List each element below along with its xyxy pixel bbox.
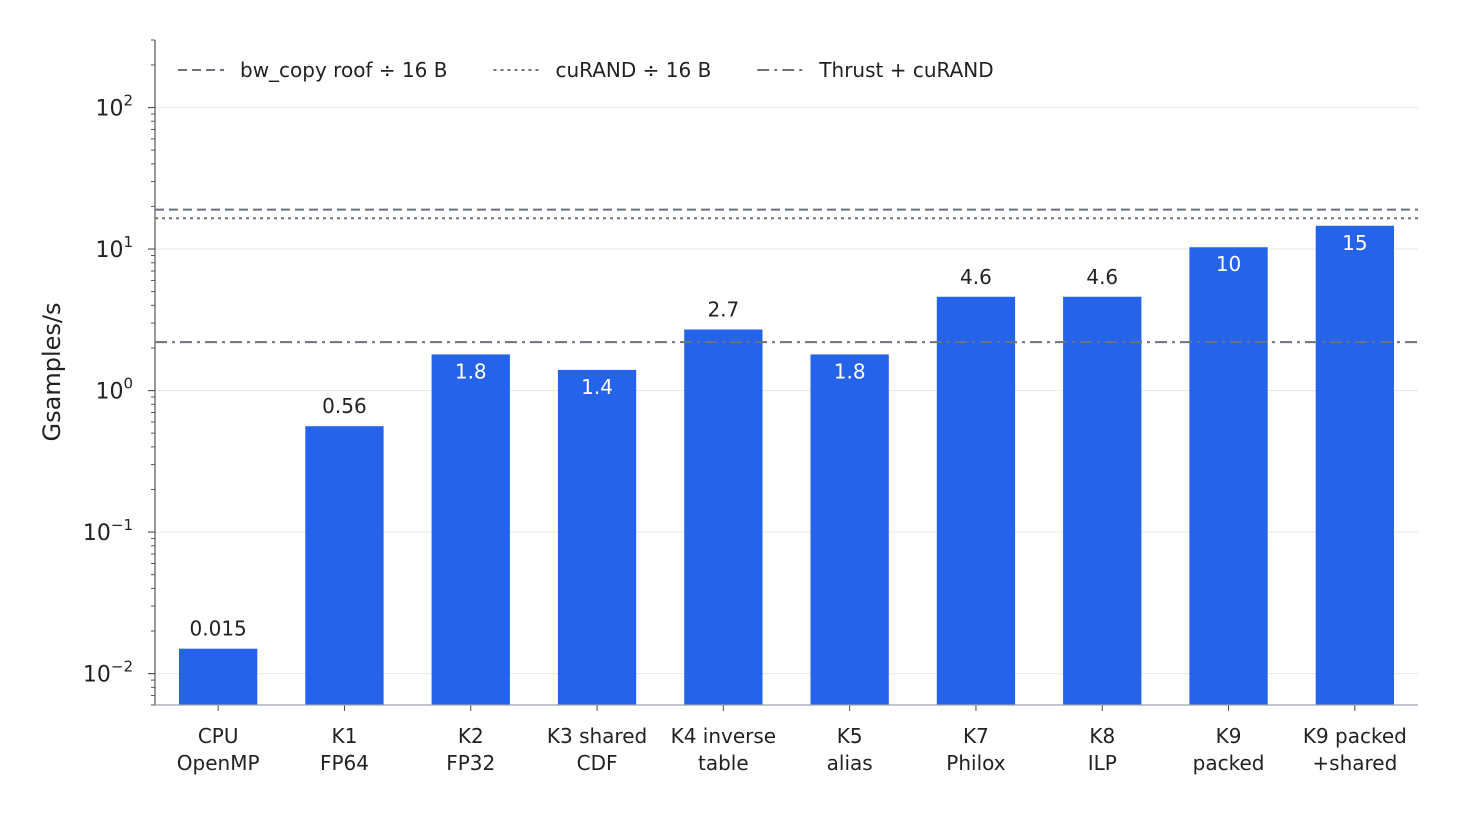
x-tick-label: K8	[1089, 724, 1115, 748]
y-axis-label: Gsamples/s	[38, 303, 66, 442]
x-tick-label: CDF	[577, 751, 618, 775]
x-tick-label: K2	[458, 724, 484, 748]
x-tick-label: +shared	[1312, 751, 1397, 775]
x-tick-label: ILP	[1088, 751, 1117, 775]
x-tick-label: FP32	[446, 751, 495, 775]
x-tick-label: packed	[1193, 751, 1265, 775]
bar	[810, 354, 889, 705]
bar	[557, 369, 637, 705]
x-tick-label: K5	[837, 724, 863, 748]
x-tick-label: CPU	[198, 724, 239, 748]
bar-data-label: 1.4	[581, 375, 613, 399]
x-tick-label: K1	[332, 724, 358, 748]
bar	[684, 329, 763, 705]
legend-label: cuRAND ÷ 16 B	[555, 58, 711, 82]
x-tick-label: FP64	[320, 751, 369, 775]
x-tick-label: K4 inverse	[671, 724, 777, 748]
bar	[431, 354, 510, 705]
bar-data-label: 2.7	[707, 298, 739, 322]
reference-lines	[155, 208, 1418, 344]
axes: CPU OpenMP K1 FP64 K2 FP32 K3 shared CDF K4 inve…	[83, 39, 1418, 775]
y-tick-label: 102	[95, 92, 133, 122]
y-tick-label: 100	[95, 375, 133, 405]
bar-data-label: 15	[1342, 231, 1367, 255]
y-tick-label: 10−1	[83, 516, 133, 546]
x-tick-label: alias	[827, 751, 873, 775]
bar	[178, 648, 258, 705]
bar-data-label: 4.6	[1086, 265, 1118, 289]
bar	[1315, 225, 1395, 705]
legend: bw_copy roof ÷ 16 B cuRAND ÷ 16 B Thrust +…	[178, 58, 994, 82]
x-tick-label: table	[698, 751, 749, 775]
y-tick-label: 101	[95, 233, 133, 263]
x-tick-label: K9 packed	[1303, 724, 1407, 748]
bar	[1189, 247, 1268, 706]
bar-data-label: 1.8	[455, 359, 487, 383]
bar	[305, 426, 384, 705]
bar-data-label: 0.015	[190, 617, 247, 641]
x-tick-label: K9	[1216, 724, 1242, 748]
y-tick-label: 10−2	[83, 658, 133, 688]
bar	[1063, 296, 1142, 705]
legend-label: Thrust + cuRAND	[818, 58, 993, 82]
x-tick-label: OpenMP	[177, 751, 260, 775]
bar	[936, 296, 1016, 705]
bar-data-label: 10	[1216, 252, 1241, 276]
bar-data-label: 1.8	[834, 359, 866, 383]
bar-data-label: 4.6	[960, 265, 992, 289]
x-tick-label: K7	[963, 724, 989, 748]
bars: 0.015 0.56 1.8 1.4 2.7 1.8 4.6 4.6 10 15	[178, 225, 1395, 706]
bar-data-label: 0.56	[322, 394, 367, 418]
legend-label: bw_copy roof ÷ 16 B	[240, 58, 447, 82]
x-tick-label: K3 shared	[547, 724, 647, 748]
x-tick-label: Philox	[946, 751, 1005, 775]
